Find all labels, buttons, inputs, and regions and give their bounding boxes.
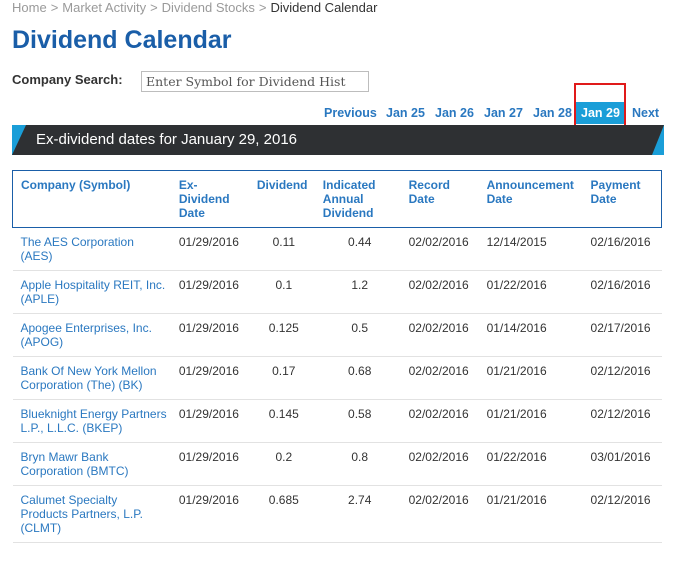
payment-date-cell: 02/12/2016 [582, 485, 662, 543]
dividend-cell: 0.125 [248, 313, 315, 357]
annual-dividend-cell: 1.2 [314, 270, 401, 314]
breadcrumb-separator: > [150, 0, 158, 15]
record-date-cell: 02/02/2016 [400, 399, 479, 443]
ex-dividend-date-cell: 01/29/2016 [170, 270, 249, 314]
table-header-row: Company (Symbol) Ex-Dividend Date Divide… [11, 170, 662, 228]
company-cell: Apple Hospitality REIT, Inc. (APLE) [12, 270, 171, 314]
company-link[interactable]: Apogee Enterprises, Inc. (APOG) [20, 321, 152, 349]
table-row: Bank Of New York Mellon Corporation (The… [12, 356, 662, 400]
payment-date-cell: 02/16/2016 [582, 227, 662, 271]
header-dividend[interactable]: Dividend [248, 170, 315, 228]
company-link[interactable]: Bryn Mawr Bank Corporation (BMTC) [20, 450, 129, 478]
banner-accent-left [12, 125, 26, 155]
date-navigation: Previous Jan 25 Jan 26 Jan 27 Jan 28 Jan… [320, 100, 680, 126]
date-link-jan-28[interactable]: Jan 28 [533, 106, 572, 120]
ex-dividend-date-cell: 01/29/2016 [170, 227, 249, 271]
annual-dividend-cell: 2.74 [314, 485, 401, 543]
company-link[interactable]: The AES Corporation (AES) [20, 235, 134, 263]
table-row: Calumet Specialty Products Partners, L.P… [12, 485, 662, 543]
annual-dividend-cell: 0.44 [314, 227, 401, 271]
dividend-cell: 0.145 [248, 399, 315, 443]
breadcrumb-separator: > [258, 0, 267, 15]
page-title: Dividend Calendar [12, 26, 232, 54]
header-company[interactable]: Company (Symbol) [11, 170, 171, 228]
annual-dividend-cell: 0.58 [314, 399, 401, 443]
announcement-date-cell: 01/22/2016 [478, 270, 583, 314]
ex-dividend-date-cell: 01/29/2016 [170, 485, 249, 543]
payment-date-cell: 03/01/2016 [582, 442, 662, 486]
company-cell: Bryn Mawr Bank Corporation (BMTC) [12, 442, 171, 486]
company-link[interactable]: Apple Hospitality REIT, Inc. (APLE) [20, 278, 166, 306]
record-date-cell: 02/02/2016 [400, 270, 479, 314]
payment-date-cell: 02/12/2016 [582, 399, 662, 443]
ex-dividend-date-cell: 01/29/2016 [170, 442, 249, 486]
next-link[interactable]: Next [632, 106, 660, 120]
record-date-cell: 02/02/2016 [400, 313, 479, 357]
ex-dividend-date-cell: 01/29/2016 [170, 356, 249, 400]
record-date-cell: 02/02/2016 [400, 485, 479, 543]
payment-date-cell: 02/16/2016 [582, 270, 662, 314]
announcement-date-cell: 01/22/2016 [478, 442, 583, 486]
company-cell: Blueknight Energy Partners L.P., L.L.C. … [12, 399, 171, 443]
company-link[interactable]: Bank Of New York Mellon Corporation (The… [20, 364, 157, 392]
company-cell: Apogee Enterprises, Inc. (APOG) [12, 313, 171, 357]
annual-dividend-cell: 0.5 [314, 313, 401, 357]
breadcrumb-separator: > [50, 0, 59, 15]
breadcrumb-current: Dividend Calendar [270, 0, 378, 15]
announcement-date-cell: 01/21/2016 [478, 485, 583, 543]
dividend-cell: 0.11 [248, 227, 315, 271]
header-payment-date[interactable]: Payment Date [582, 170, 662, 228]
company-cell: The AES Corporation (AES) [12, 227, 171, 271]
dividend-table: Company (Symbol) Ex-Dividend Date Divide… [11, 170, 662, 543]
table-row: Apogee Enterprises, Inc. (APOG) 01/29/20… [12, 313, 662, 357]
announcement-date-cell: 01/21/2016 [478, 399, 583, 443]
annual-dividend-cell: 0.68 [314, 356, 401, 400]
banner-accent-right [652, 125, 664, 155]
breadcrumb-dividend-stocks[interactable]: Dividend Stocks [161, 0, 255, 15]
dividend-cell: 0.17 [248, 356, 315, 400]
date-link-jan-29[interactable]: Jan 29 [576, 102, 625, 124]
company-link[interactable]: Blueknight Energy Partners L.P., L.L.C. … [20, 407, 167, 435]
previous-link[interactable]: Previous [324, 106, 377, 120]
announcement-date-cell: 01/14/2016 [478, 313, 583, 357]
company-cell: Calumet Specialty Products Partners, L.P… [12, 485, 171, 543]
date-link-jan-26[interactable]: Jan 26 [435, 106, 474, 120]
table-row: The AES Corporation (AES) 01/29/2016 0.1… [12, 227, 662, 271]
company-link[interactable]: Calumet Specialty Products Partners, L.P… [20, 493, 144, 535]
ex-dividend-date-cell: 01/29/2016 [170, 399, 249, 443]
record-date-cell: 02/02/2016 [400, 227, 479, 271]
breadcrumb-market-activity[interactable]: Market Activity [62, 0, 147, 15]
annual-dividend-cell: 0.8 [314, 442, 401, 486]
record-date-cell: 02/02/2016 [400, 356, 479, 400]
company-cell: Bank Of New York Mellon Corporation (The… [12, 356, 171, 400]
header-announcement-date[interactable]: Announcement Date [478, 170, 583, 228]
date-link-jan-27[interactable]: Jan 27 [484, 106, 523, 120]
company-search-input[interactable] [141, 71, 369, 92]
announcement-date-cell: 12/14/2015 [478, 227, 583, 271]
table-row: Apple Hospitality REIT, Inc. (APLE) 01/2… [12, 270, 662, 314]
ex-dividend-date-cell: 01/29/2016 [170, 313, 249, 357]
record-date-cell: 02/02/2016 [400, 442, 479, 486]
table-row: Bryn Mawr Bank Corporation (BMTC) 01/29/… [12, 442, 662, 486]
dividend-cell: 0.1 [248, 270, 315, 314]
banner-title: Ex-dividend dates for January 29, 2016 [36, 131, 297, 148]
breadcrumb-home[interactable]: Home [12, 0, 47, 15]
header-indicated-annual-dividend[interactable]: Indicated Annual Dividend [314, 170, 401, 228]
announcement-date-cell: 01/21/2016 [478, 356, 583, 400]
payment-date-cell: 02/17/2016 [582, 313, 662, 357]
payment-date-cell: 02/12/2016 [582, 356, 662, 400]
header-ex-dividend-date[interactable]: Ex-Dividend Date [170, 170, 249, 228]
dividend-cell: 0.2 [248, 442, 315, 486]
dividend-cell: 0.685 [248, 485, 315, 543]
table-row: Blueknight Energy Partners L.P., L.L.C. … [12, 399, 662, 443]
company-search-label: Company Search: [12, 72, 123, 87]
breadcrumb: Home > Market Activity > Dividend Stocks > Div… [12, 0, 377, 15]
header-record-date[interactable]: Record Date [400, 170, 479, 228]
date-link-jan-25[interactable]: Jan 25 [386, 106, 425, 120]
ex-dividend-banner: Ex-dividend dates for January 29, 2016 [12, 125, 664, 155]
